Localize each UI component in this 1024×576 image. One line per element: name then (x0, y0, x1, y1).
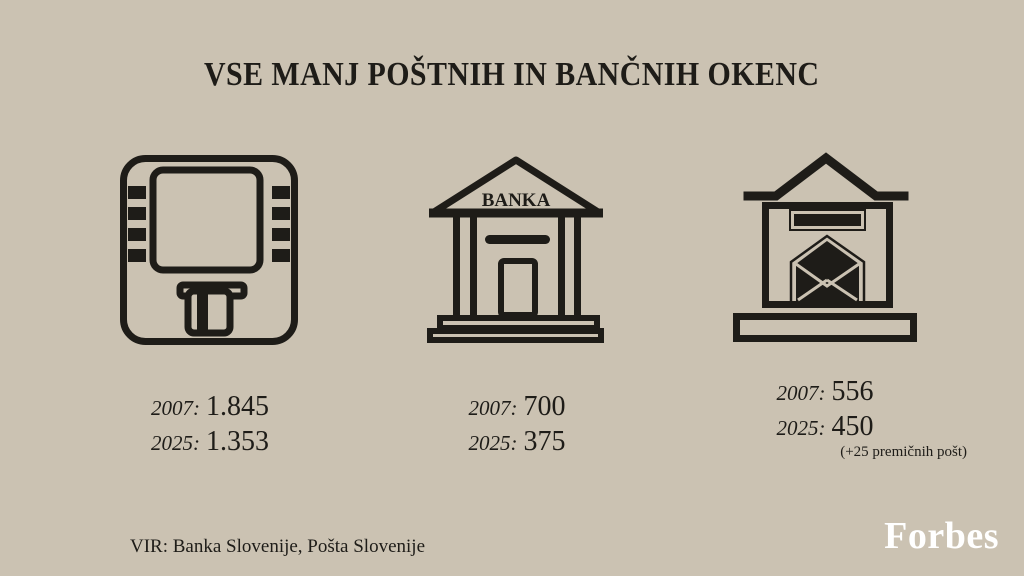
atm-stat-2007: 2007: 1.845 (151, 391, 269, 422)
post-stats-note: (+25 premičnih pošt) (840, 444, 967, 460)
envelope-icon (789, 234, 866, 308)
post-stat-2007: 2007: 556 (776, 376, 874, 407)
post-slot-frame (789, 209, 866, 231)
page-title: VSE MANJ POŠTNIH IN BANČNIH OKENC (0, 56, 1024, 94)
forbes-logo: Forbes (884, 515, 999, 557)
bank-stats: 2007: 700 2025: 375 (412, 391, 622, 461)
bank-sign-bar (485, 235, 550, 244)
page-title-text: VSE MANJ POŠTNIH IN BANČNIH OKENC (204, 56, 820, 93)
atm-card (184, 287, 234, 337)
bank-step-upper (437, 315, 600, 331)
bank-door (498, 258, 538, 318)
bank-label: BANKA (482, 190, 551, 211)
post-base (733, 313, 917, 342)
atm-icon (120, 155, 298, 345)
atm-card-stripe (197, 289, 208, 335)
post-office-icon (733, 152, 917, 342)
bank-columns (453, 217, 581, 316)
source-credit: VIR: Banka Slovenije, Pošta Slovenije (130, 536, 426, 557)
post-slot (794, 214, 861, 226)
atm-buttons (128, 186, 290, 262)
bank-icon: BANKA (427, 156, 604, 343)
atm-screen (149, 166, 264, 274)
bank-stat-2025: 2025: 375 (468, 426, 566, 457)
atm-stat-2025: 2025: 1.353 (151, 426, 269, 457)
atm-stats: 2007: 1.845 2025: 1.353 (105, 391, 315, 461)
post-body (762, 202, 893, 308)
bank-step-lower (427, 328, 604, 343)
post-roof (743, 152, 909, 201)
atm-body (120, 155, 298, 345)
post-stat-2025: 2025: 450 (776, 411, 874, 442)
post-stats: 2007: 556 2025: 450 (720, 376, 930, 446)
bank-stat-2007: 2007: 700 (468, 391, 566, 422)
